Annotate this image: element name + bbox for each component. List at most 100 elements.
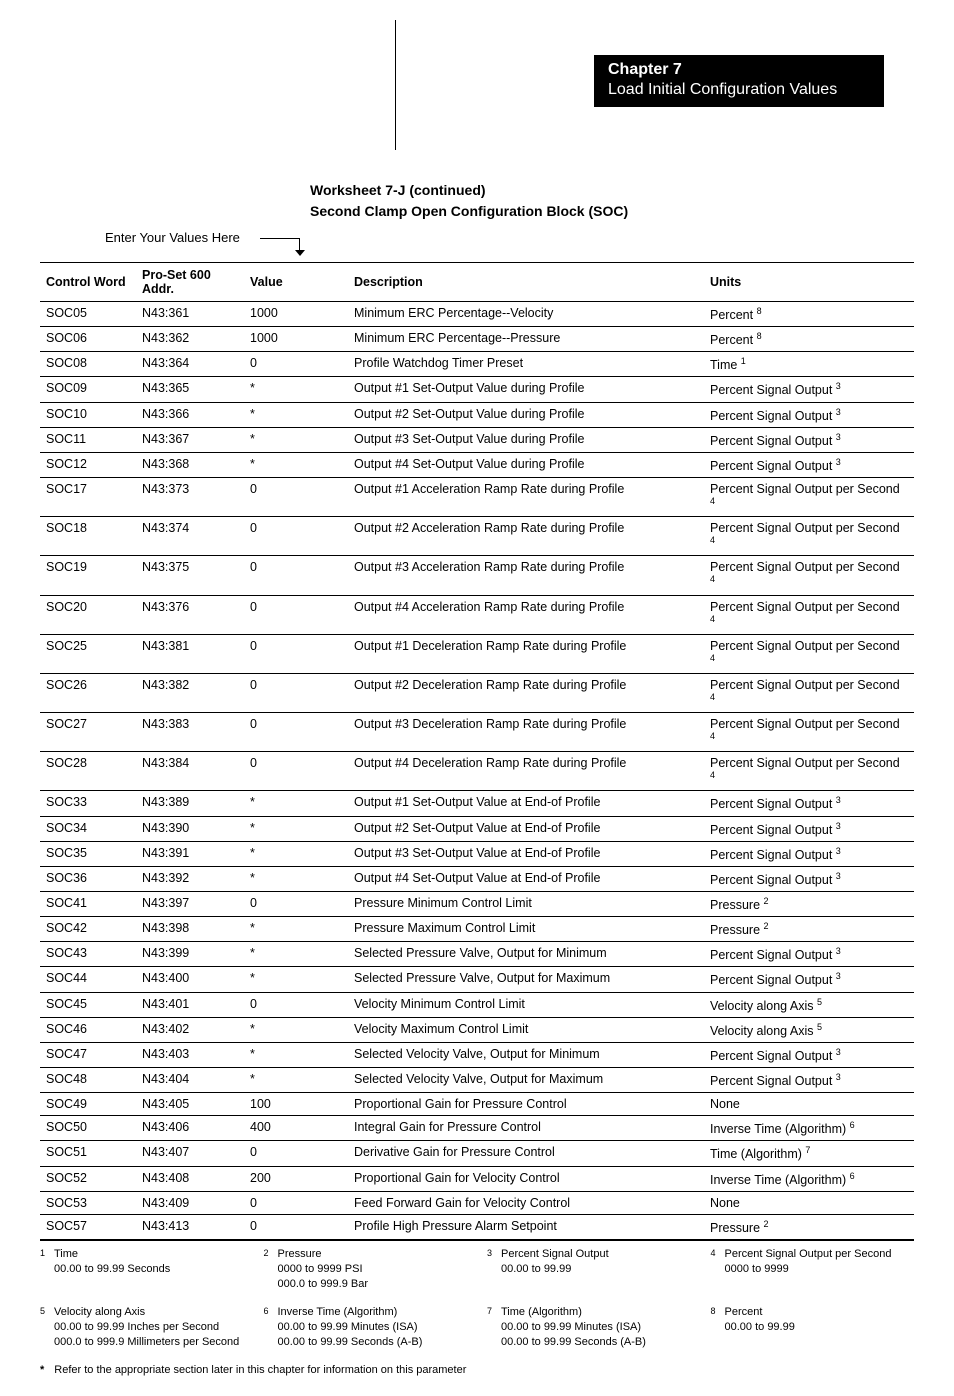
cell-addr: N43:384 — [136, 752, 244, 791]
cell-units: Velocity along Axis 5 — [704, 992, 914, 1017]
table-row: SOC33N43:389*Output #1 Set-Output Value … — [40, 791, 914, 816]
table-row: SOC36N43:392*Output #4 Set-Output Value … — [40, 866, 914, 891]
table-row: SOC19N43:3750Output #3 Acceleration Ramp… — [40, 556, 914, 595]
cell-value: 0 — [244, 1191, 348, 1214]
footnote-body: Time00.00 to 99.99 Seconds — [54, 1247, 244, 1292]
cell-description: Selected Pressure Valve, Output for Maxi… — [348, 967, 704, 992]
cell-control-word: SOC25 — [40, 634, 136, 673]
cell-units: Percent Signal Output 3 — [704, 791, 914, 816]
footnote-body: Percent00.00 to 99.99 — [725, 1305, 915, 1350]
footnote-num: 8 — [711, 1305, 719, 1350]
cell-control-word: SOC08 — [40, 352, 136, 377]
cell-value: 400 — [244, 1116, 348, 1141]
cell-units: Percent Signal Output 3 — [704, 452, 914, 477]
footnote-body: Inverse Time (Algorithm)00.00 to 99.99 M… — [278, 1305, 468, 1350]
footnote-asterisk: * Refer to the appropriate section later… — [40, 1364, 914, 1376]
footnote-title: Time (Algorithm) — [501, 1305, 691, 1320]
cell-addr: N43:399 — [136, 942, 244, 967]
cell-addr: N43:362 — [136, 327, 244, 352]
cell-value: 0 — [244, 556, 348, 595]
footnote-row-2: 5Velocity along Axis00.00 to 99.99 Inche… — [40, 1305, 914, 1350]
cell-addr: N43:390 — [136, 816, 244, 841]
chapter-subtitle: Load Initial Configuration Values — [608, 81, 866, 99]
cell-description: Output #1 Set-Output Value at End-of Pro… — [348, 791, 704, 816]
footnote-num: 7 — [487, 1305, 495, 1350]
table-row: SOC10N43:366*Output #2 Set-Output Value … — [40, 402, 914, 427]
cell-addr: N43:375 — [136, 556, 244, 595]
header-divider — [395, 20, 396, 150]
table-row: SOC48N43:404*Selected Velocity Valve, Ou… — [40, 1068, 914, 1093]
cell-units: Pressure 2 — [704, 891, 914, 916]
cell-units: None — [704, 1093, 914, 1116]
cell-description: Profile High Pressure Alarm Setpoint — [348, 1214, 704, 1239]
cell-control-word: SOC27 — [40, 713, 136, 752]
footnote-cell: 5Velocity along Axis00.00 to 99.99 Inche… — [40, 1305, 244, 1350]
table-row: SOC09N43:365*Output #1 Set-Output Value … — [40, 377, 914, 402]
cell-addr: N43:400 — [136, 967, 244, 992]
cell-value: 0 — [244, 352, 348, 377]
cell-units: Pressure 2 — [704, 1214, 914, 1239]
footnotes: 1Time00.00 to 99.99 Seconds2Pressure0000… — [40, 1240, 914, 1376]
cell-addr: N43:406 — [136, 1116, 244, 1141]
table-row: SOC52N43:408200Proportional Gain for Vel… — [40, 1166, 914, 1191]
cell-description: Velocity Minimum Control Limit — [348, 992, 704, 1017]
cell-addr: N43:401 — [136, 992, 244, 1017]
cell-control-word: SOC33 — [40, 791, 136, 816]
cell-units: Percent Signal Output per Second 4 — [704, 673, 914, 712]
cell-addr: N43:382 — [136, 673, 244, 712]
cell-control-word: SOC18 — [40, 517, 136, 556]
table-row: SOC25N43:3810Output #1 Deceleration Ramp… — [40, 634, 914, 673]
footnote-cell: 1Time00.00 to 99.99 Seconds — [40, 1247, 244, 1292]
cell-description: Output #2 Set-Output Value during Profil… — [348, 402, 704, 427]
footnote-num: 6 — [264, 1305, 272, 1350]
asterisk-text: Refer to the appropriate section later i… — [54, 1364, 466, 1376]
cell-units: Percent Signal Output 3 — [704, 1042, 914, 1067]
cell-units: Time (Algorithm) 7 — [704, 1141, 914, 1166]
page-header: Chapter 7 Load Initial Configuration Val… — [40, 20, 914, 150]
cell-units: Percent Signal Output per Second 4 — [704, 752, 914, 791]
cell-value: 0 — [244, 595, 348, 634]
footnote-line: 0000 to 9999 — [725, 1262, 915, 1277]
cell-description: Selected Pressure Valve, Output for Mini… — [348, 942, 704, 967]
cell-control-word: SOC10 — [40, 402, 136, 427]
cell-units: Percent Signal Output 3 — [704, 942, 914, 967]
footnote-cell: 7 Time (Algorithm)00.00 to 99.99 Minutes … — [487, 1305, 691, 1350]
asterisk-icon: * — [40, 1364, 44, 1376]
cell-description: Output #4 Acceleration Ramp Rate during … — [348, 595, 704, 634]
footnote-title: Pressure — [278, 1247, 468, 1262]
table-row: SOC35N43:391*Output #3 Set-Output Value … — [40, 841, 914, 866]
cell-addr: N43:383 — [136, 713, 244, 752]
cell-value: 0 — [244, 713, 348, 752]
cell-control-word: SOC11 — [40, 427, 136, 452]
cell-description: Selected Velocity Valve, Output for Mini… — [348, 1042, 704, 1067]
cell-description: Profile Watchdog Timer Preset — [348, 352, 704, 377]
footnote-line: 00.00 to 99.99 Minutes (ISA) — [501, 1320, 691, 1335]
cell-value: * — [244, 866, 348, 891]
cell-control-word: SOC34 — [40, 816, 136, 841]
cell-control-word: SOC45 — [40, 992, 136, 1017]
enter-values-row: Enter Your Values Here — [40, 230, 914, 256]
footnote-title: Time — [54, 1247, 244, 1262]
table-row: SOC43N43:399*Selected Pressure Valve, Ou… — [40, 942, 914, 967]
cell-addr: N43:402 — [136, 1017, 244, 1042]
table-row: SOC28N43:3840Output #4 Deceleration Ramp… — [40, 752, 914, 791]
cell-description: Selected Velocity Valve, Output for Maxi… — [348, 1068, 704, 1093]
cell-value: * — [244, 917, 348, 942]
cell-units: Percent Signal Output per Second 4 — [704, 478, 914, 517]
cell-description: Output #4 Set-Output Value at End-of Pro… — [348, 866, 704, 891]
cell-value: 0 — [244, 891, 348, 916]
cell-description: Integral Gain for Pressure Control — [348, 1116, 704, 1141]
table-row: SOC11N43:367*Output #3 Set-Output Value … — [40, 427, 914, 452]
cell-value: 0 — [244, 478, 348, 517]
cell-value: * — [244, 427, 348, 452]
footnote-body: Percent Signal Output per Second0000 to … — [725, 1247, 915, 1292]
footnote-num: 5 — [40, 1305, 48, 1350]
cell-control-word: SOC19 — [40, 556, 136, 595]
cell-units: Time 1 — [704, 352, 914, 377]
cell-control-word: SOC05 — [40, 302, 136, 327]
cell-units: Percent Signal Output 3 — [704, 427, 914, 452]
table-header-row: Control Word Pro-Set 600 Addr. Value Des… — [40, 263, 914, 302]
table-row: SOC12N43:368*Output #4 Set-Output Value … — [40, 452, 914, 477]
cell-value: 0 — [244, 673, 348, 712]
enter-values-label: Enter Your Values Here — [105, 230, 240, 245]
